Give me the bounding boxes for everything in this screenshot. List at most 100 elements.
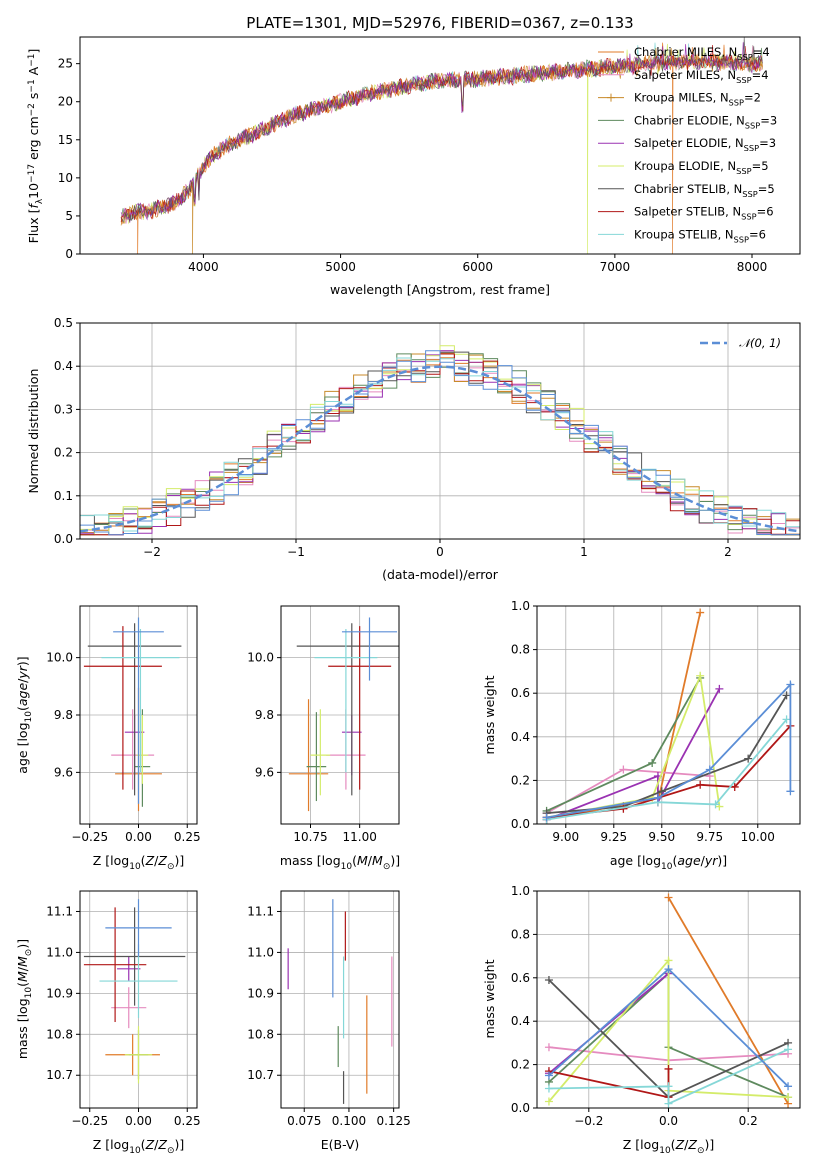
x-axis-label: (data-model)/error xyxy=(382,567,499,582)
y-tick-label: 0.8 xyxy=(511,643,530,657)
y-tick-label: 1.0 xyxy=(511,884,530,898)
x-tick-label: 10.00 xyxy=(741,830,775,844)
x-tick-label: 0.25 xyxy=(174,830,201,844)
y-tick-label: 0.3 xyxy=(54,402,73,416)
y-axis-label: mass [log10(M/M⊙)] xyxy=(15,939,34,1059)
y-tick-label: 0 xyxy=(65,247,73,261)
weight-line-chabrier-miles xyxy=(546,612,702,821)
plot-area-residuals xyxy=(80,345,800,536)
x-axis-label: wavelength [Angstrom, rest frame] xyxy=(330,282,550,297)
weight-marker xyxy=(657,787,666,796)
legend-label: Salpeter ELODIE, NSSP=3 xyxy=(634,136,776,153)
y-tick-label: 10.7 xyxy=(46,1068,73,1082)
axes-weight_vs_age: 9.00 9.25 9.50 9.75 10.00 0.0 0.2 0.4 0.6 0.8 1.0 a… xyxy=(482,599,801,872)
y-tick-label: 9.6 xyxy=(255,765,274,779)
legend-label: Chabrier ELODIE, NSSP=3 xyxy=(634,113,777,130)
weight-marker xyxy=(711,800,720,809)
weight-marker xyxy=(784,1082,793,1091)
x-axis-label: Z [log10(Z/Z⊙)] xyxy=(93,1137,185,1156)
x-tick-label: 8000 xyxy=(737,260,768,274)
y-tick-label: 10 xyxy=(58,171,73,185)
y-tick-label: 5 xyxy=(65,209,73,223)
errorbar-point xyxy=(328,626,392,790)
legend-label: Salpeter STELIB, NSSP=6 xyxy=(634,205,774,222)
x-tick-label: 0.00 xyxy=(125,830,152,844)
weight-marker xyxy=(782,715,791,724)
errorbar-point xyxy=(101,628,180,773)
x-tick-label: 0.075 xyxy=(287,1114,321,1128)
y-tick-label: 0.0 xyxy=(511,1101,530,1115)
errorbar-point xyxy=(87,623,182,796)
x-axis-label: Z [log10(Z/Z⊙)] xyxy=(93,853,185,872)
x-tick-label: 0.125 xyxy=(376,1114,410,1128)
axes-spectrum: 4000 5000 6000 7000 8000 0 5 10 15 20 25 PLATE=1301… xyxy=(26,14,801,297)
weight-marker xyxy=(784,1045,793,1054)
normal-curve xyxy=(80,365,800,533)
x-tick-label: 7000 xyxy=(600,260,631,274)
plot-area-age_vs_Z xyxy=(83,617,182,812)
x-tick-label: 11.00 xyxy=(342,830,376,844)
x-tick-label: 2 xyxy=(724,545,732,559)
y-axis-label: Flux [fλ10−17 erg cm−2 s−1 A−1] xyxy=(26,49,45,244)
weight-marker xyxy=(730,782,739,791)
legend-label: Kroupa STELIB, NSSP=6 xyxy=(634,227,766,244)
y-tick-label: 0.2 xyxy=(511,773,530,787)
weight-marker xyxy=(784,1093,793,1102)
errorbar-point xyxy=(306,712,327,802)
y-tick-label: 20 xyxy=(58,95,73,109)
y-tick-label: 0.0 xyxy=(511,817,530,831)
axes-frame xyxy=(280,890,400,1109)
weight-marker xyxy=(696,608,705,617)
x-tick-label: 1 xyxy=(580,545,588,559)
weight-marker xyxy=(653,793,662,802)
x-tick-label: 9.50 xyxy=(648,830,675,844)
plot-area-weight_vs_age xyxy=(542,608,795,824)
x-tick-label: 5000 xyxy=(325,260,356,274)
x-tick-label: −1 xyxy=(287,545,305,559)
x-tick-label: −2 xyxy=(143,545,161,559)
y-tick-label: 0.4 xyxy=(54,359,73,373)
y-tick-label: 0.4 xyxy=(511,1014,530,1028)
errorbar-point xyxy=(105,899,172,957)
errorbar-point xyxy=(111,709,155,790)
weight-line-salpeter-stelib xyxy=(546,725,792,819)
legend: Chabrier MILES, NSSP=4 Salpeter MILES, NS… xyxy=(598,45,777,244)
y-tick-label: 11.0 xyxy=(46,945,73,959)
weight-marker xyxy=(664,1064,673,1073)
weight-marker xyxy=(544,1084,553,1093)
errorbar-point xyxy=(113,617,164,804)
weight-marker xyxy=(648,758,657,767)
x-tick-label: 6000 xyxy=(462,260,493,274)
legend-label: Chabrier STELIB, NSSP=5 xyxy=(634,182,775,199)
plot-area-mass_vs_Z xyxy=(83,899,186,1084)
x-tick-label: 9.25 xyxy=(600,830,627,844)
y-axis-label: mass weight xyxy=(482,675,497,754)
errorbar-point xyxy=(314,628,378,773)
weight-marker xyxy=(696,671,705,680)
x-tick-label: 0.25 xyxy=(174,1114,201,1128)
y-axis-label: mass weight xyxy=(482,959,497,1038)
y-tick-label: 10.9 xyxy=(46,986,73,1000)
y-tick-label: 10.0 xyxy=(46,651,73,665)
x-axis-label: mass [log10(M/M⊙)] xyxy=(280,853,400,872)
weight-line-kroupa-stelib xyxy=(548,1048,789,1106)
axes-weight_vs_Z: −0.2 0.0 0.2 0.0 0.2 0.4 0.6 0.8 1.0 Z [log10(Z/Z… xyxy=(482,884,801,1156)
y-tick-label: 10.0 xyxy=(247,651,274,665)
axes-frame xyxy=(79,36,801,255)
y-tick-label: 0.8 xyxy=(511,927,530,941)
weight-marker xyxy=(664,1082,673,1091)
x-tick-label: 0.100 xyxy=(332,1114,366,1128)
y-tick-label: 0.4 xyxy=(511,730,530,744)
y-tick-label: 0.5 xyxy=(54,316,73,330)
weight-marker xyxy=(544,975,553,984)
weight-marker xyxy=(544,1071,553,1080)
chart-title: PLATE=1301, MJD=52976, FIBERID=0367, z=0… xyxy=(246,14,633,32)
axes-age_vs_Z: −0.25 0.00 0.25 9.6 9.8 10.0 Z [log10(Z/Z⊙)] ag… xyxy=(15,605,201,872)
weight-line-chabrier-miles xyxy=(667,897,789,1105)
axes-age_vs_mass: 10.75 11.00 9.6 9.8 10.0 mass [log10(M/M⊙)] xyxy=(247,605,400,872)
y-tick-label: 25 xyxy=(58,57,73,71)
x-tick-label: 9.75 xyxy=(696,830,723,844)
y-tick-label: 9.8 xyxy=(54,708,73,722)
weight-marker xyxy=(786,787,795,796)
weight-line-salpeter-stelib xyxy=(548,1068,670,1099)
